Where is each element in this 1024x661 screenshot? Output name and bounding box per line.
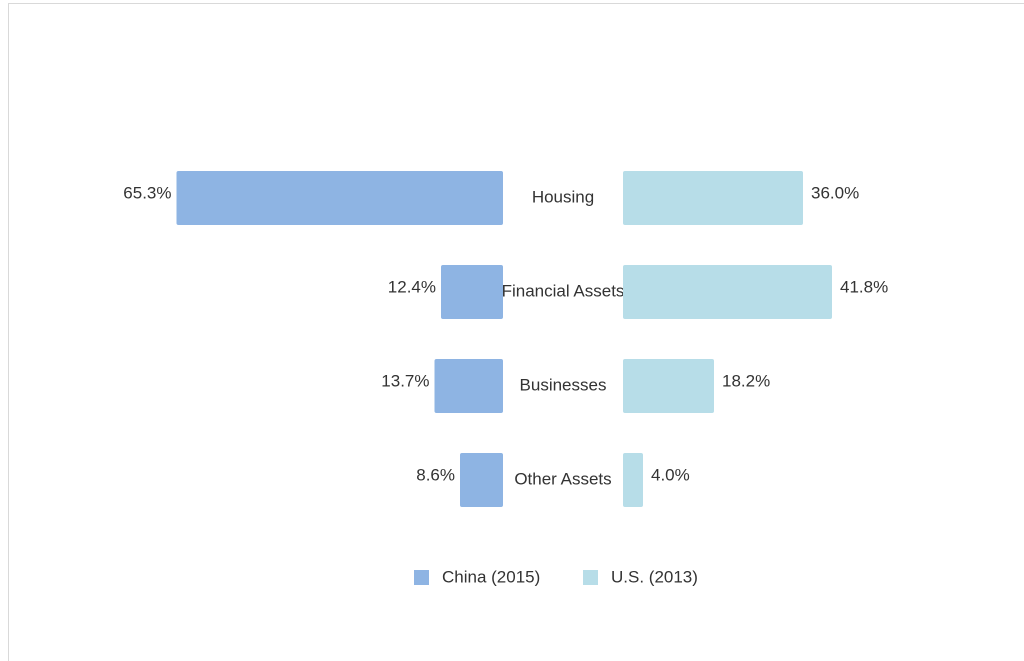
bar	[434, 359, 503, 413]
bar	[623, 359, 714, 413]
legend-swatch	[414, 570, 429, 585]
bar	[176, 171, 503, 225]
category-label: Businesses	[520, 375, 607, 394]
value-label: 18.2%	[722, 371, 770, 390]
bar	[623, 265, 832, 319]
bar	[441, 265, 503, 319]
legend-label: China (2015)	[442, 567, 540, 586]
legend-label: U.S. (2013)	[611, 567, 698, 586]
value-label: 65.3%	[123, 183, 171, 202]
value-label: 41.8%	[840, 277, 888, 296]
value-label: 12.4%	[388, 277, 436, 296]
value-label: 4.0%	[651, 465, 690, 484]
bar	[623, 171, 803, 225]
value-label: 13.7%	[381, 371, 429, 390]
category-label: Housing	[532, 187, 594, 206]
value-label: 36.0%	[811, 183, 859, 202]
bar	[460, 453, 503, 507]
category-label: Other Assets	[514, 469, 611, 488]
legend-swatch	[583, 570, 598, 585]
value-label: 8.6%	[416, 465, 455, 484]
category-label: Financial Assets	[502, 281, 625, 300]
bar	[623, 453, 643, 507]
